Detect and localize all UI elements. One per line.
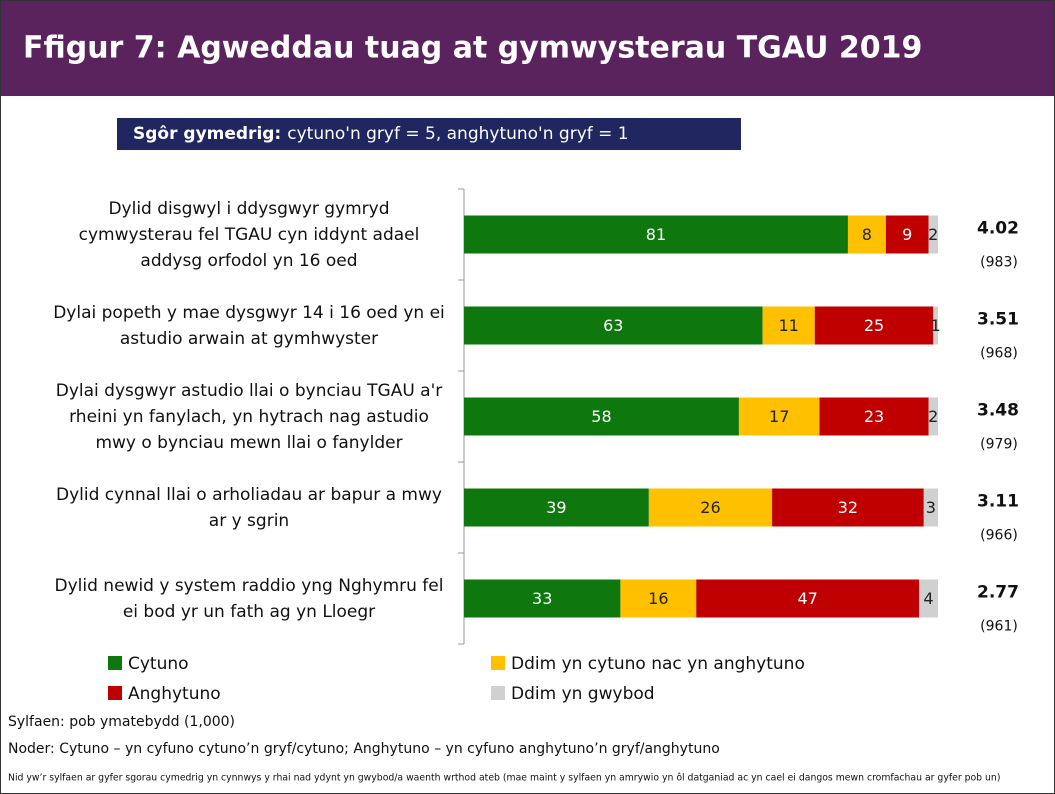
bar-segment — [885, 215, 929, 254]
bar-segment — [772, 488, 924, 527]
legend-label: Ddim yn cytuno nac yn anghytuno — [511, 654, 805, 674]
value-label: 8 — [862, 225, 872, 244]
subtitle-text: cytuno'n gryf = 5, anghytuno'n gryf = 1 — [287, 124, 628, 144]
category-label: Dylid cynnal llai o arholiadau ar bapur … — [56, 484, 442, 531]
bar-segment — [847, 215, 886, 254]
subtitle-box — [117, 118, 741, 150]
sample-size: (966) — [980, 528, 1018, 544]
value-label: 2 — [928, 225, 938, 244]
legend-label: Anghytuno — [128, 684, 221, 704]
category-label: Dylid disgwyl i ddysgwyr gymryd cymwyste… — [78, 198, 420, 271]
bar-segment — [819, 397, 929, 436]
bar-segment — [928, 397, 938, 436]
category-label: Dylid newid y system raddio yng Nghymru … — [54, 575, 444, 622]
value-label: 2 — [928, 407, 938, 426]
bar-segment — [464, 579, 621, 618]
value-label: 3 — [926, 498, 936, 517]
bar-segment — [620, 579, 697, 618]
legend-label: Cytuno — [128, 654, 189, 674]
bar-segment — [762, 306, 815, 345]
mean-score: 3.11 — [977, 492, 1019, 512]
value-label: 26 — [700, 498, 720, 517]
value-label: 32 — [838, 498, 858, 517]
value-label: 25 — [864, 316, 884, 335]
mean-score: 2.77 — [977, 583, 1019, 603]
value-label: 16 — [648, 589, 668, 608]
sample-size: (968) — [980, 346, 1018, 362]
legend-swatch — [108, 686, 122, 700]
legend-swatch — [491, 656, 505, 670]
bar-segment — [464, 488, 649, 527]
bar-segment — [928, 215, 938, 254]
footnote: Nid yw’r sylfaen ar gyfer sgorau cymedri… — [8, 773, 1000, 784]
value-label: 4 — [923, 589, 933, 608]
header-bar — [1, 1, 1054, 96]
value-label: 23 — [864, 407, 884, 426]
bar-segment — [933, 306, 938, 345]
bar-segment — [464, 215, 848, 254]
chart-title: Ffigur 7: Agweddau tuag at gymwysterau T… — [23, 31, 922, 66]
bar-segment — [464, 306, 763, 345]
bar-segment — [738, 397, 820, 436]
mean-score: 4.02 — [977, 219, 1019, 239]
bar-segment — [696, 579, 920, 618]
legend-swatch — [108, 656, 122, 670]
value-label: 1 — [931, 316, 941, 335]
footnote: Noder: Cytuno – yn cyfuno cytuno’n gryf/… — [8, 741, 720, 757]
subtitle: Sgôr gymedrig: cytuno'n gryf = 5, anghytu… — [133, 124, 629, 144]
value-label: 58 — [591, 407, 611, 426]
bar-segment — [919, 579, 938, 618]
value-label: 11 — [779, 316, 799, 335]
value-label: 63 — [603, 316, 623, 335]
subtitle-bold: Sgôr gymedrig: — [133, 124, 281, 144]
footnote: Sylfaen: pob ymatebydd (1,000) — [8, 714, 235, 730]
value-label: 47 — [797, 589, 817, 608]
sample-size: (961) — [980, 619, 1018, 635]
bar-segment — [648, 488, 773, 527]
sample-size: (979) — [980, 437, 1018, 453]
legend-swatch — [491, 686, 505, 700]
value-label: 39 — [546, 498, 566, 517]
bar-segment — [464, 397, 739, 436]
sample-size: (983) — [980, 255, 1018, 271]
bar-segment — [923, 488, 938, 527]
category-label: Dylai popeth y mae dysgwyr 14 i 16 oed y… — [53, 302, 445, 349]
bar-segment — [814, 306, 934, 345]
category-label: Dylai dysgwyr astudio llai o bynciau TGA… — [55, 380, 443, 453]
value-label: 17 — [769, 407, 789, 426]
value-label: 9 — [902, 225, 912, 244]
mean-score: 3.48 — [977, 401, 1019, 421]
value-label: 81 — [646, 225, 666, 244]
legend-label: Ddim yn gwybod — [511, 684, 655, 704]
value-label: 33 — [532, 589, 552, 608]
mean-score: 3.51 — [977, 310, 1019, 330]
